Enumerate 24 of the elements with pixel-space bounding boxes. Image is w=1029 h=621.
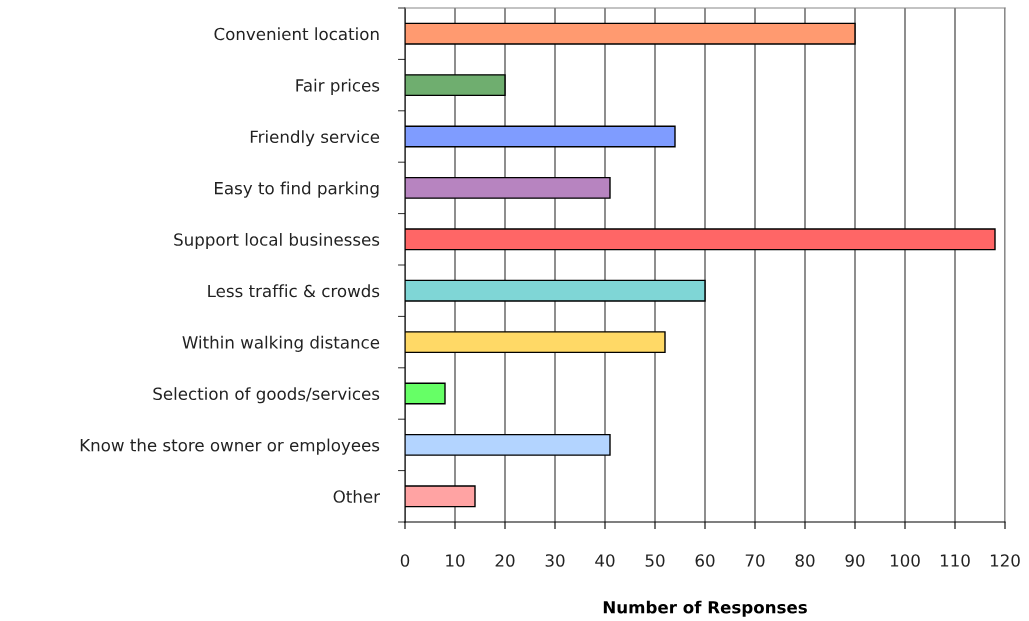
y-tick-label: Know the store owner or employees — [80, 438, 380, 455]
x-axis-title: Number of Responses — [603, 600, 807, 617]
x-tick-label: 70 — [745, 554, 765, 567]
x-tick-label: 0 — [400, 554, 410, 567]
x-tick-label: 90 — [845, 554, 865, 567]
x-tick-label: 40 — [595, 554, 615, 567]
x-tick-label: 100 — [890, 554, 920, 567]
x-tick-label: 80 — [795, 554, 815, 567]
x-tick-label: 110 — [940, 554, 970, 567]
x-tick-label: 30 — [545, 554, 565, 567]
y-tick-label: Fair prices — [296, 78, 380, 95]
y-tick-label: Convenient location — [214, 27, 379, 41]
y-tick-label: Other — [333, 489, 380, 503]
y-tick-label: Friendly service — [250, 130, 380, 147]
y-tick-label: Support local businesses — [174, 232, 380, 250]
x-tick-label: 60 — [695, 554, 715, 567]
x-tick-label: 20 — [495, 554, 515, 567]
x-tick-label: 10 — [446, 554, 465, 567]
x-tick-label: 120 — [990, 554, 1020, 567]
y-tick-label: Within walking distance — [182, 335, 380, 352]
y-tick-label: Less traffic & crowds — [208, 284, 380, 298]
x-tick-label: 50 — [645, 554, 665, 567]
y-tick-label: Selection of goods/services — [153, 387, 380, 404]
y-tick-label: Easy to find parking — [215, 181, 379, 198]
